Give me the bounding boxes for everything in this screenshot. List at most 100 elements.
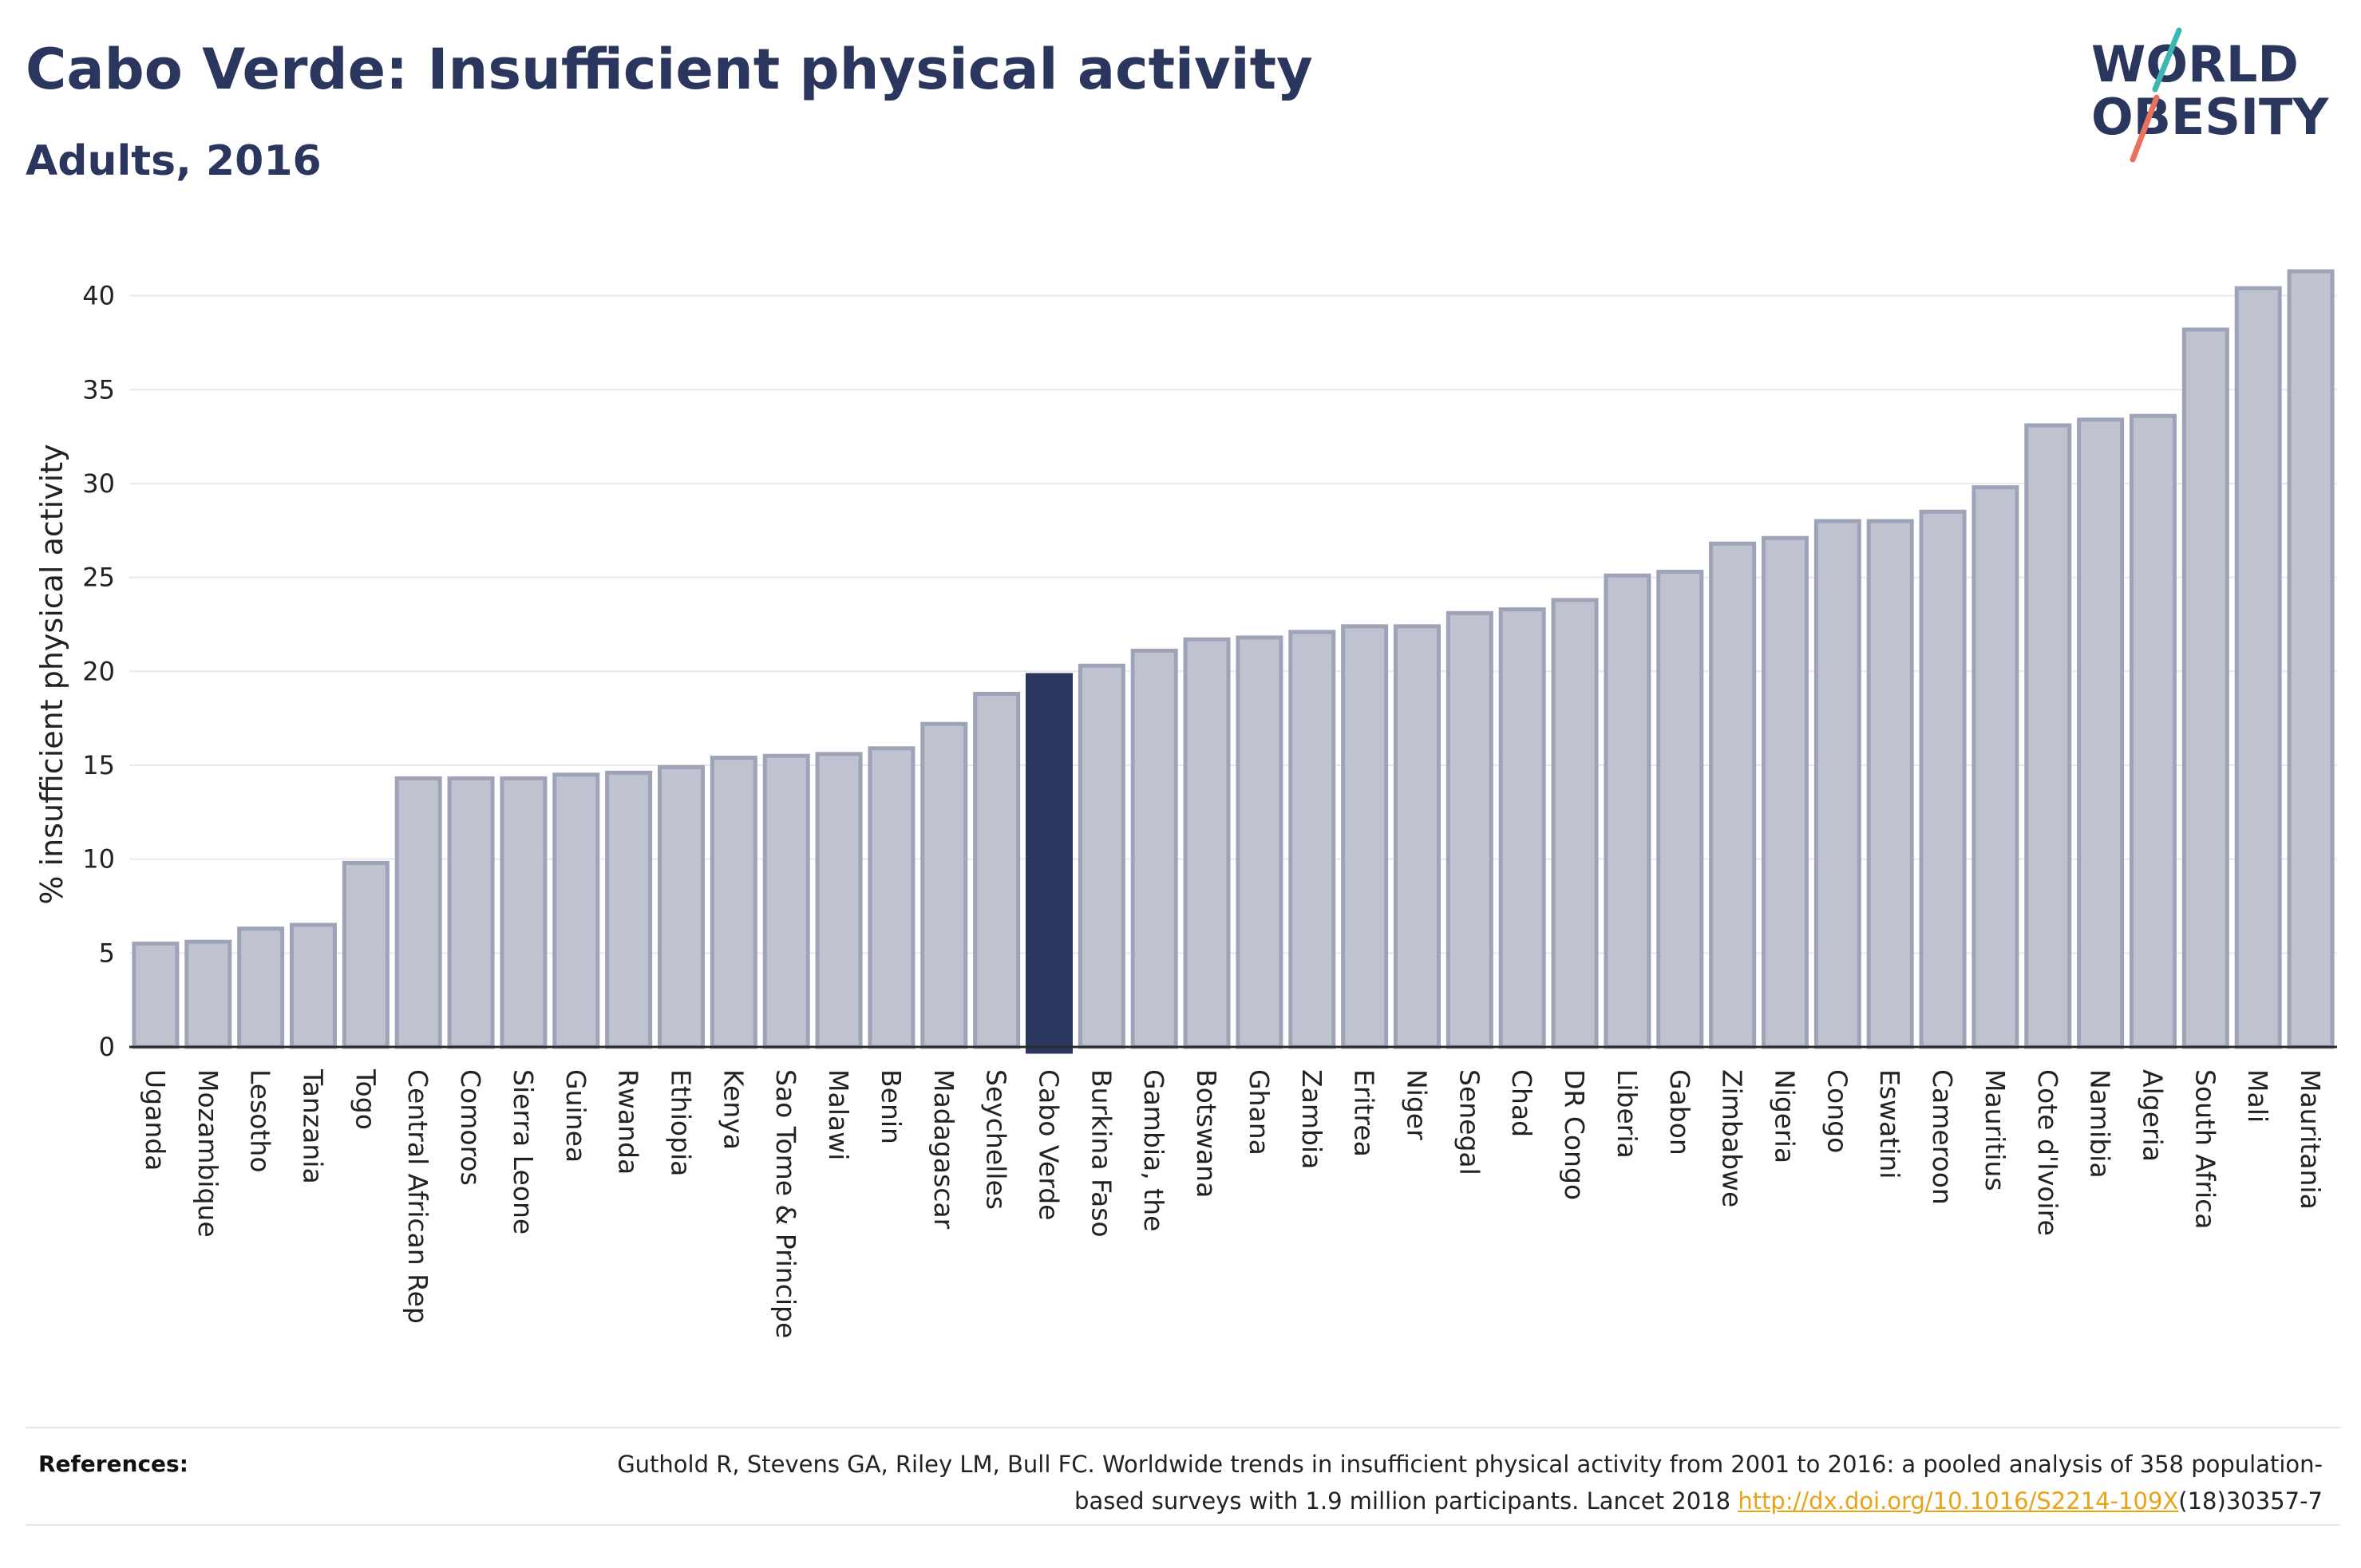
- x-tick-label: Cameroon: [1927, 1069, 1958, 1205]
- x-tick-label: Algeria: [2138, 1069, 2169, 1162]
- x-tick-label: Cabo Verde: [1034, 1069, 1065, 1220]
- x-tick-label: Mauritius: [1979, 1069, 2011, 1191]
- bar-guinea: [552, 772, 600, 1049]
- bar-cote-d-ivoire: [2024, 423, 2072, 1049]
- page-subtitle: Adults, 2016: [26, 137, 322, 185]
- logo-obesity-text: OBESITY: [2091, 88, 2329, 146]
- x-tick-label: Guinea: [560, 1069, 591, 1163]
- references-label: References:: [38, 1451, 188, 1477]
- y-tick-label: 15: [82, 750, 115, 780]
- bar-congo: [1813, 519, 1861, 1049]
- x-tick-label: Rwanda: [613, 1069, 644, 1175]
- page-title: Cabo Verde: Insufficient physical activi…: [26, 37, 1313, 102]
- bar-comoros: [447, 776, 495, 1049]
- x-tick-label: Sao Tome & Principe: [770, 1069, 801, 1338]
- bar-rwanda: [605, 770, 653, 1049]
- references-divider-bottom: [26, 1524, 2340, 1526]
- references-divider-top: [26, 1427, 2340, 1428]
- bar-zambia: [1288, 630, 1336, 1049]
- y-tick-label: 25: [82, 563, 115, 593]
- reference-citation-suffix: (18)30357-7: [2178, 1487, 2323, 1515]
- x-tick-label: Nigeria: [1770, 1069, 1801, 1163]
- bar-botswana: [1183, 637, 1231, 1049]
- bar-burkina-faso: [1078, 663, 1125, 1049]
- bar-eswatini: [1866, 519, 1914, 1049]
- bar-lesotho: [237, 926, 285, 1049]
- logo-world-text: WORLD: [2091, 35, 2299, 93]
- x-tick-label: Mauritania: [2295, 1069, 2326, 1210]
- y-axis-label: % insufficient physical activity: [34, 444, 69, 904]
- bar-nigeria: [1761, 535, 1809, 1049]
- bar-kenya: [710, 756, 757, 1049]
- y-tick-label: 30: [82, 468, 115, 499]
- bar-mozambique: [184, 939, 232, 1049]
- bar-niger: [1393, 624, 1442, 1049]
- bar-gabon: [1656, 570, 1704, 1049]
- bar-cameroon: [1919, 509, 1967, 1049]
- x-tick-label: Eritrea: [1349, 1069, 1380, 1157]
- logo-slash-teal: [2152, 27, 2182, 93]
- bar-senegal: [1445, 610, 1493, 1049]
- x-tick-label: Niger: [1402, 1069, 1433, 1140]
- x-tick-label: Namibia: [2085, 1069, 2116, 1179]
- bar-cabo-verde: [1025, 673, 1074, 1054]
- x-tick-label: Kenya: [718, 1069, 749, 1150]
- x-tick-label: Mali: [2242, 1069, 2273, 1123]
- y-tick-label: 35: [82, 374, 115, 405]
- y-tick-label: 10: [82, 844, 115, 875]
- bar-mauritania: [2287, 269, 2335, 1049]
- bar-malawi: [815, 752, 863, 1049]
- x-tick-label: Central African Rep: [402, 1069, 433, 1324]
- x-tick-label: Lesotho: [245, 1069, 276, 1173]
- x-tick-label: Botswana: [1191, 1069, 1222, 1198]
- x-tick-label: Mozambique: [192, 1069, 223, 1238]
- references-text: Guthold R, Stevens GA, Riley LM, Bull FC…: [567, 1446, 2323, 1519]
- x-tick-label: Cote d'Ivoire: [2032, 1069, 2063, 1236]
- bars: [132, 269, 2335, 1054]
- world-obesity-logo: WORLD OBESITY: [2091, 27, 2329, 163]
- x-tick-label: Malawi: [823, 1069, 854, 1160]
- x-tick-label: Uganda: [140, 1069, 171, 1171]
- x-tick-label: Liberia: [1612, 1069, 1643, 1159]
- bar-gambia-the: [1130, 648, 1178, 1049]
- x-tick-label: Gambia, the: [1138, 1069, 1169, 1231]
- reference-citation: Guthold R, Stevens GA, Riley LM, Bull FC…: [617, 1451, 2323, 1515]
- axes: 0 5 10 15 20 25 30 35 40 Uganda Mozambique Lesotho T…: [82, 281, 2337, 1338]
- x-tick-label: Ghana: [1244, 1069, 1275, 1155]
- bar-liberia: [1604, 573, 1651, 1049]
- bar-madagascar: [920, 721, 968, 1049]
- bar-chart: 0 5 10 15 20 25 30 35 40 Uganda Mozambique Lesotho T…: [34, 269, 2337, 1338]
- y-tick-label: 20: [82, 656, 115, 686]
- bar-namibia: [2077, 417, 2125, 1049]
- bar-togo: [342, 860, 390, 1049]
- y-tick-label: 5: [99, 938, 115, 968]
- x-tick-label: Congo: [1821, 1069, 1853, 1153]
- bar-sierra-leone: [500, 776, 548, 1049]
- x-tick-label: Eswatini: [1874, 1069, 1905, 1179]
- y-tick-label: 40: [82, 281, 115, 311]
- x-tick-label: Togo: [350, 1068, 381, 1130]
- reference-doi-link[interactable]: http://dx.doi.org/10.1016/S2214-109X: [1738, 1487, 2179, 1515]
- bar-mauritius: [1971, 485, 2019, 1049]
- bar-ethiopia: [657, 764, 706, 1049]
- x-tick-label: Tanzania: [298, 1068, 329, 1184]
- x-tick-label: Benin: [876, 1069, 907, 1144]
- bar-ghana: [1236, 635, 1283, 1049]
- bar-benin: [868, 746, 916, 1049]
- x-tick-label: DR Congo: [1559, 1069, 1590, 1200]
- x-tick-label: Sierra Leone: [508, 1069, 539, 1234]
- y-tick-label: 0: [99, 1032, 115, 1062]
- x-tick-label: South Africa: [2189, 1069, 2221, 1230]
- x-tick-label: Zambia: [1296, 1069, 1327, 1169]
- bar-mali: [2234, 286, 2282, 1049]
- x-tick-label: Gabon: [1664, 1069, 1695, 1155]
- bar-zimbabwe: [1709, 541, 1757, 1049]
- x-tick-label: Zimbabwe: [1717, 1069, 1748, 1207]
- x-tick-label: Chad: [1506, 1069, 1537, 1137]
- bar-south-africa: [2181, 327, 2229, 1049]
- bar-uganda: [132, 942, 180, 1049]
- x-tick-label: Comoros: [455, 1069, 486, 1186]
- gridlines: [129, 294, 2337, 954]
- x-tick-label: Ethiopia: [666, 1069, 697, 1176]
- bar-central-african-rep: [394, 776, 442, 1049]
